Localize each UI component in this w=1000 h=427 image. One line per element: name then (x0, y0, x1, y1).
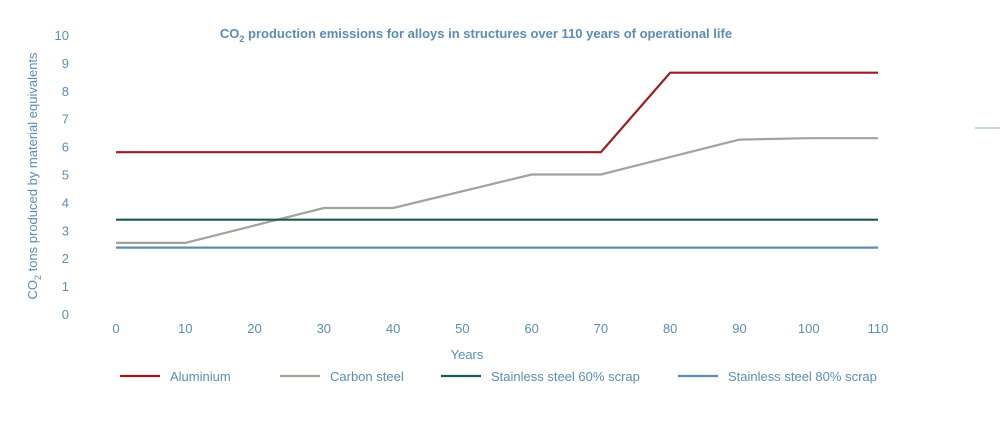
y-tick-label: 1 (62, 279, 69, 294)
x-tick-label: 60 (524, 321, 538, 336)
x-tick-labels: 0 10 20 30 40 50 60 70 80 90 100 110 (112, 321, 888, 336)
legend-item[interactable]: Carbon steel (280, 369, 404, 384)
legend-label: Carbon steel (330, 369, 404, 384)
x-tick-label: 40 (386, 321, 400, 336)
legend-label: Stainless steel 80% scrap (728, 369, 877, 384)
legend[interactable]: Aluminium Carbon steel Stainless steel 60%… (120, 369, 877, 384)
x-tick-label: 20 (247, 321, 261, 336)
x-tick-label: 50 (455, 321, 469, 336)
legend-label: Aluminium (170, 369, 231, 384)
y-tick-label: 5 (62, 168, 69, 183)
legend-item[interactable]: Aluminium (120, 369, 231, 384)
y-tick-label: 3 (62, 223, 69, 238)
series-line-1 (116, 71, 878, 154)
series-lines (116, 71, 878, 249)
x-tick-label: 70 (594, 321, 608, 336)
y-tick-label: 2 (62, 251, 69, 266)
legend-item[interactable]: Stainless steel 80% scrap (678, 369, 877, 384)
x-tick-label: 80 (663, 321, 677, 336)
y-tick-label: 10 (55, 28, 69, 43)
x-tick-label: 110 (868, 321, 889, 336)
y-axis-label: CO2 tons produced by material equivalent… (25, 52, 43, 300)
x-axis-label: Years (451, 347, 484, 362)
legend-item[interactable]: Stainless steel 60% scrap (441, 369, 640, 384)
x-tick-label: 100 (798, 321, 820, 336)
x-tick-label: 0 (112, 321, 119, 336)
chart-title: CO2 production emissions for alloys in s… (220, 26, 732, 44)
y-tick-label: 8 (62, 84, 69, 99)
legend-label: Stainless steel 60% scrap (491, 369, 640, 384)
y-tick-label: 6 (62, 140, 69, 155)
y-tick-label: 0 (62, 307, 69, 322)
y-tick-label: 7 (62, 112, 69, 127)
x-tick-label: 10 (178, 321, 192, 336)
x-tick-label: 30 (317, 321, 331, 336)
series-line-2 (116, 137, 878, 244)
y-tick-labels: 0 1 2 3 4 5 6 7 8 9 10 (55, 28, 69, 322)
x-tick-label: 90 (732, 321, 746, 336)
y-tick-label: 4 (62, 195, 69, 210)
y-tick-label: 9 (62, 56, 69, 71)
